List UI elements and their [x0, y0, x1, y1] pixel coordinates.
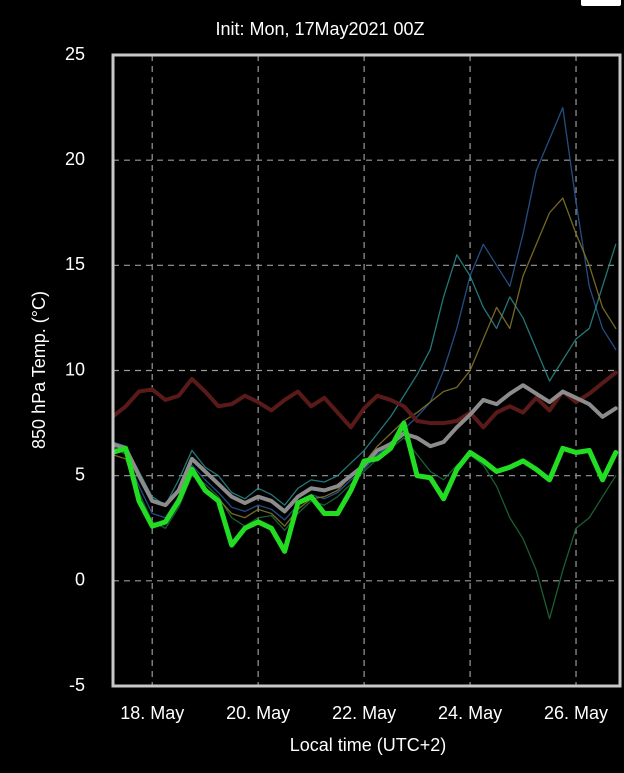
- x-tick-label: 22. May: [332, 703, 396, 723]
- x-tick-label: 26. May: [544, 703, 608, 723]
- y-tick-label: 20: [65, 149, 85, 169]
- chart-title: Init: Mon, 17May2021 00Z: [215, 19, 424, 39]
- plot-area: -5 0 5 10 15 20 25 18. May 20. May 22. May 24. May…: [65, 44, 622, 723]
- y-tick-label: -5: [69, 675, 85, 695]
- x-tick-label: 20. May: [226, 703, 290, 723]
- series-line: [113, 106, 617, 521]
- x-axis-title: Local time (UTC+2): [290, 735, 447, 755]
- y-tick-label: 0: [75, 570, 85, 590]
- series-line: [113, 370, 618, 430]
- series-line: [113, 243, 617, 506]
- corner-button[interactable]: [581, 0, 621, 6]
- x-tick-label: 18. May: [120, 703, 184, 723]
- y-tick-label: 10: [65, 359, 85, 379]
- series-group: [113, 106, 619, 620]
- series-line: [113, 420, 619, 554]
- y-tick-label: 5: [75, 464, 85, 484]
- y-tick-label: 15: [65, 254, 85, 274]
- x-tick-label: 24. May: [438, 703, 502, 723]
- y-tick-label: 25: [65, 44, 85, 64]
- y-axis-title: 850 hPa Temp. (°C): [29, 291, 49, 449]
- plot-frame: [111, 53, 622, 688]
